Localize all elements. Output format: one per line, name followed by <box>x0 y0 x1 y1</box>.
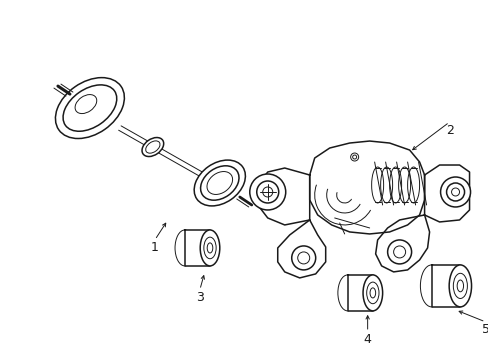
Polygon shape <box>184 230 209 266</box>
Polygon shape <box>277 220 325 278</box>
Circle shape <box>446 183 464 201</box>
Polygon shape <box>375 215 429 272</box>
Ellipse shape <box>448 265 470 307</box>
Circle shape <box>350 153 358 161</box>
Circle shape <box>256 181 278 203</box>
Ellipse shape <box>142 138 163 157</box>
Polygon shape <box>431 265 459 307</box>
Polygon shape <box>257 168 309 225</box>
Circle shape <box>291 246 315 270</box>
Ellipse shape <box>420 265 442 307</box>
Ellipse shape <box>175 230 194 266</box>
Ellipse shape <box>362 275 382 311</box>
Text: 1: 1 <box>151 242 159 255</box>
Polygon shape <box>309 141 424 234</box>
Circle shape <box>387 240 411 264</box>
Ellipse shape <box>206 171 232 194</box>
Text: 4: 4 <box>363 333 371 346</box>
Text: 2: 2 <box>445 123 452 136</box>
Text: 3: 3 <box>196 291 203 305</box>
Ellipse shape <box>194 160 245 206</box>
Ellipse shape <box>75 95 97 113</box>
Ellipse shape <box>63 85 117 131</box>
Ellipse shape <box>337 275 357 311</box>
Polygon shape <box>424 165 468 222</box>
Polygon shape <box>347 275 372 311</box>
Circle shape <box>440 177 469 207</box>
Ellipse shape <box>55 78 124 139</box>
Ellipse shape <box>200 166 239 200</box>
Text: 5: 5 <box>481 323 488 336</box>
Circle shape <box>249 174 285 210</box>
Ellipse shape <box>200 230 219 266</box>
Ellipse shape <box>145 141 160 153</box>
